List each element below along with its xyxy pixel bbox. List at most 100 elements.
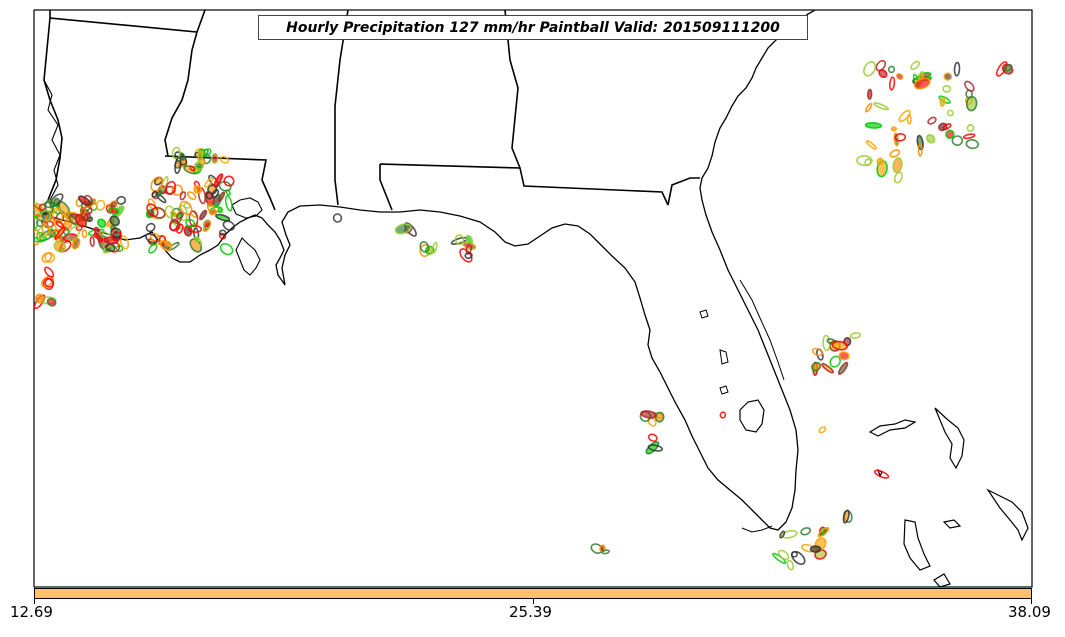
paintball-contour (146, 203, 159, 218)
colorbar (34, 588, 1032, 599)
paintball-contour (821, 362, 834, 374)
paintball-contour (939, 96, 946, 107)
colorbar-tick-min (34, 599, 35, 604)
paintball-contour (779, 530, 786, 539)
paintball-contour (44, 266, 55, 278)
paintball-contour (51, 207, 64, 224)
paintball-contour (601, 549, 610, 555)
paintball-contour (640, 410, 657, 419)
paintball-contour (211, 152, 219, 164)
paintball-contour (927, 116, 937, 125)
paintball-contour (195, 236, 203, 246)
paintball-contour (89, 236, 95, 247)
paintball-contour (875, 59, 887, 72)
paintball-contour (953, 61, 961, 77)
paintball-contour (35, 293, 45, 304)
paintball-contour (43, 201, 56, 209)
paintball-contour (394, 223, 412, 235)
paintball-contour (169, 220, 181, 232)
paintball-contour (53, 240, 67, 253)
paintball-contour (817, 526, 830, 538)
paintball-contour (946, 109, 954, 117)
gulf-coastline (34, 10, 816, 531)
paintball-contour (943, 72, 953, 81)
paintball-contour (465, 234, 474, 246)
paintball-contour (865, 140, 877, 150)
paintball-contour (945, 129, 955, 140)
paintball-contour (966, 124, 975, 132)
paintball-contour (151, 206, 166, 219)
paintball-contour (193, 185, 202, 194)
state-borders (43, 10, 700, 211)
paintball-contour (165, 180, 177, 195)
paintball-contour (925, 133, 936, 144)
paintball-contour (896, 73, 904, 80)
paintball-contour (942, 123, 952, 131)
paintball-contour (864, 158, 872, 167)
paintball-contour (219, 242, 234, 256)
paintball-contour (108, 206, 120, 215)
paintball-contour (72, 238, 79, 249)
paintball-contour (159, 239, 171, 251)
paintball-contour (965, 96, 978, 112)
paintball-contour (175, 211, 184, 220)
paintball-contour (464, 252, 473, 259)
paintball-contour (811, 347, 823, 357)
paintball-contour (873, 102, 889, 111)
paintball-contour (41, 252, 53, 263)
paintball-contour (194, 161, 204, 170)
map-title: Hourly Precipitation 127 mm/hr Paintball… (258, 15, 808, 40)
paintball-contour (219, 229, 227, 236)
bahamas-islands (868, 407, 1029, 587)
paintball-contour (148, 243, 158, 254)
paintball-contour (74, 213, 87, 228)
paintball-contour (222, 220, 235, 231)
paintball-contour (54, 226, 66, 241)
paintball-contour (419, 241, 430, 253)
paintball-contour (186, 191, 197, 200)
paintball-contour (179, 152, 186, 161)
paintball-contour (454, 234, 465, 246)
paintball-contour (202, 219, 212, 229)
paintball-contour (719, 411, 727, 419)
paintball-contour (1003, 63, 1013, 72)
paintball-contour (211, 188, 220, 199)
paintball-contour (781, 529, 798, 539)
paintball-contour (800, 527, 812, 536)
paintball-contour (147, 198, 157, 211)
paintball-contour (873, 469, 890, 479)
florida-keys (741, 525, 773, 533)
paintball-contour (171, 146, 181, 160)
paintball-contour (431, 241, 438, 255)
paintball-contour (103, 236, 119, 245)
paintball-contour (94, 226, 103, 243)
paintball-contour (44, 199, 55, 215)
paintball-contour (109, 215, 120, 227)
paintball-contour (898, 109, 911, 123)
paintball-contour (864, 121, 883, 129)
paintball-contour (910, 60, 921, 71)
florida-lake-1 (699, 309, 729, 395)
paintball-contour (171, 184, 184, 196)
paintball-contour (818, 426, 827, 434)
paintball-contour (892, 157, 903, 174)
paintball-contour (179, 191, 187, 201)
paintball-contour (647, 433, 658, 442)
paintball-contour (786, 559, 795, 571)
paintball-contour (219, 155, 230, 164)
map-frame (33, 9, 1033, 588)
paintball-contour (218, 180, 232, 192)
paintball-contour (864, 102, 873, 113)
paintball-contour (654, 411, 665, 423)
paintball-contour (197, 150, 204, 162)
paintball-contour (176, 223, 184, 234)
paintball-contour (96, 218, 107, 228)
paintball-contour (217, 206, 224, 214)
paintball-contour (174, 156, 182, 175)
paintball-contour (866, 88, 873, 100)
paintball-contour (34, 215, 39, 230)
paintball-contour (332, 213, 343, 223)
paintball-contour (185, 218, 196, 228)
paintball-contour (40, 210, 52, 221)
paintball-contour (63, 211, 70, 218)
